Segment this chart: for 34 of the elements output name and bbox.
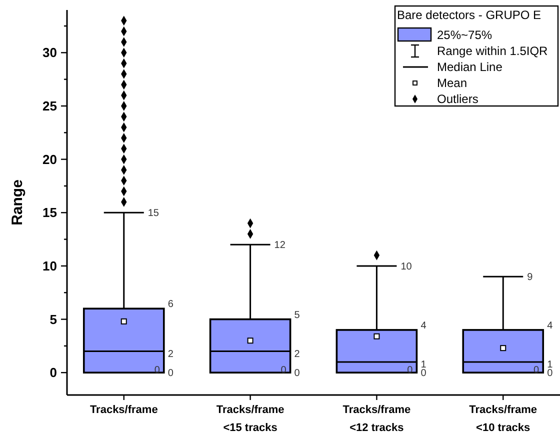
legend-title: Bare detectors - GRUPO E [397, 8, 542, 22]
annotation: 12 [274, 240, 286, 252]
x-tick-label: Tracks/frame <10 tracks [469, 404, 538, 434]
x-tick-label: Tracks/frame [90, 404, 158, 416]
y-tick-label: 0 [50, 365, 57, 380]
annotation: 1 [420, 359, 427, 370]
annotation: 2 [168, 348, 174, 360]
y-tick-label: 30 [42, 45, 57, 60]
annotation: Mean [437, 76, 468, 90]
annotation: 15 [148, 208, 160, 220]
annotation: 0 [168, 368, 174, 380]
x-tick-label: Tracks/frame <15 tracks [216, 404, 284, 434]
y-tick-label: 5 [50, 312, 57, 327]
annotation: 4 [420, 320, 427, 332]
y-axis-title: Range [9, 180, 26, 226]
annotation: 9 [527, 272, 534, 284]
x-tick-label: Tracks/frame <12 tracks [342, 404, 411, 434]
annotation: 4 [547, 320, 554, 332]
y-tick-label: 15 [42, 205, 57, 220]
annotation: 0 [547, 368, 554, 380]
annotation: Median Line [437, 60, 503, 74]
y-tick-label: 20 [42, 152, 57, 167]
annotation: Range within 1.5IQR [437, 44, 548, 58]
annotation: 1 [547, 359, 554, 370]
annotation: 6 [168, 299, 174, 310]
annotation: 25%~75% [437, 28, 492, 42]
annotation: 5 [294, 310, 300, 321]
annotation: 0 [294, 368, 300, 380]
annotation: 10 [400, 261, 412, 272]
annotation: 2 [294, 348, 300, 360]
annotation: 0 [420, 368, 427, 380]
annotation: Outliers [437, 92, 478, 106]
y-tick-label: 25 [42, 98, 57, 114]
y-tick-label: 10 [42, 258, 57, 274]
